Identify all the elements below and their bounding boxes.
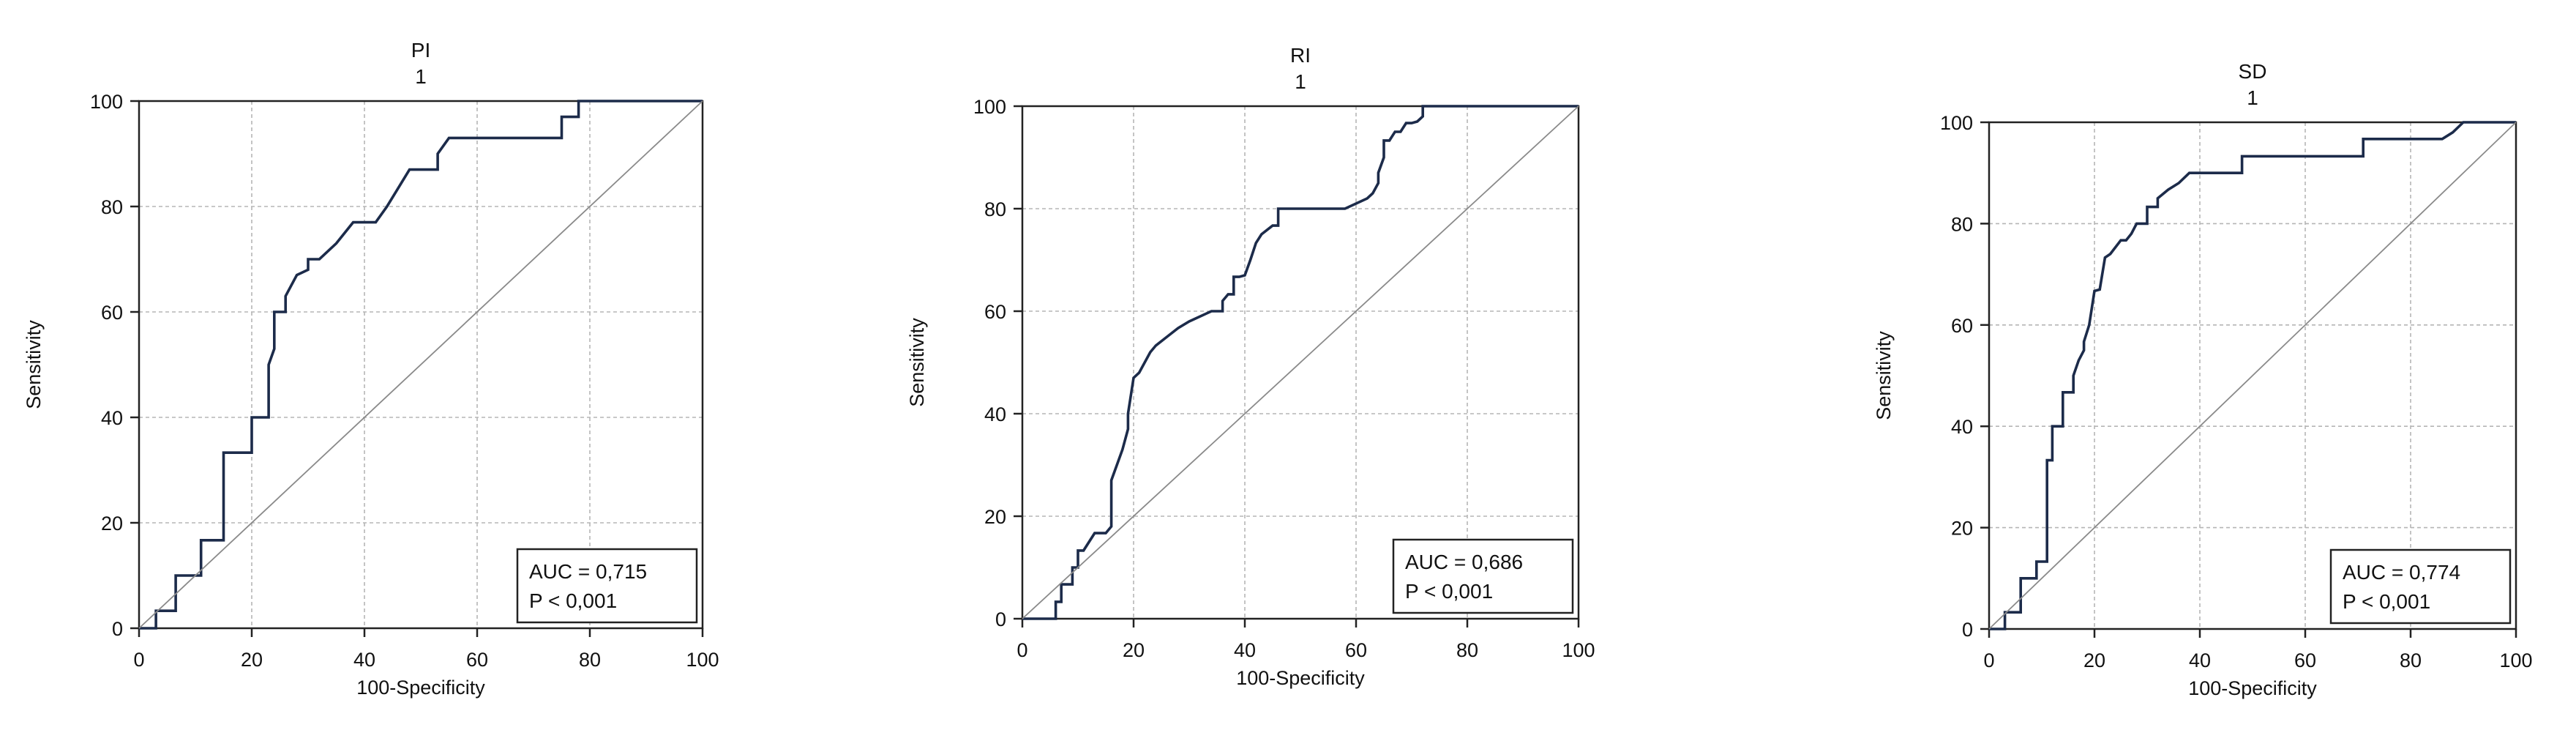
y-tick-label: 80: [101, 196, 123, 218]
auc-value-label: AUC = 0,686: [1405, 551, 1523, 573]
y-tick-label: 0: [112, 618, 123, 640]
roc-chart-ri: 0 20 40 60 80 100 0 20 40 60 80 100 RI 1 100-Specifici…: [906, 44, 1595, 689]
auc-annotation-box: [516, 548, 698, 624]
auc-annotation-box: [1392, 538, 1574, 614]
y-tick-label: 20: [101, 513, 123, 535]
y-tick-label: 40: [101, 407, 123, 429]
y-tick-label: 40: [984, 403, 1006, 425]
x-tick-label: 80: [579, 649, 601, 671]
x-axis-label: 100-Specificity: [2188, 677, 2317, 699]
x-tick-label: 40: [353, 649, 375, 671]
reference-diagonal-line: [1988, 122, 2517, 630]
y-axis-label: Sensitivity: [906, 318, 928, 407]
reference-diagonal-line: [138, 100, 703, 629]
plot-frame: [1988, 121, 2517, 630]
x-tick-label: 100: [2499, 649, 2532, 671]
x-tick-label: 0: [1016, 639, 1027, 661]
x-tick-label: 40: [2189, 649, 2211, 671]
auc-annotation-box: [2329, 548, 2512, 625]
reference-diagonal-line: [1022, 105, 1579, 619]
roc-curve-line: [139, 100, 703, 630]
x-tick-label: 40: [1234, 639, 1256, 661]
p-value-label: P < 0,001: [529, 589, 617, 612]
p-value-label: P < 0,001: [1405, 580, 1493, 603]
y-tick-label: 0: [1962, 619, 1973, 641]
roc-chart-pi: 0 20 40 60 80 100 0 20 40 60 80 100 PI 1 100-Specifici…: [23, 39, 719, 699]
y-axis-label: Sensitivity: [1873, 331, 1895, 420]
y-tick-label: 100: [973, 96, 1006, 118]
y-tick-label: 100: [1940, 112, 1973, 134]
plot-frame: [138, 100, 704, 630]
x-tick-label: 100: [686, 649, 719, 671]
auc-value-label: AUC = 0,774: [2343, 561, 2460, 584]
x-axis-label: 100-Specificity: [1236, 667, 1365, 689]
x-tick-label: 60: [1345, 639, 1367, 661]
y-tick-label: 20: [984, 506, 1006, 528]
x-tick-label: 0: [133, 649, 144, 671]
y-tick-label: 0: [995, 608, 1006, 630]
roc-chart-sd: 0 20 40 60 80 100 0 20 40 60 80 100 SD 1 100-Specifici…: [1873, 60, 2533, 699]
chart-subtitle: 1: [2247, 86, 2258, 109]
x-tick-label: 0: [1983, 649, 1994, 671]
chart-title: SD: [2239, 60, 2267, 83]
plot-frame: [1021, 105, 1580, 620]
auc-value-label: AUC = 0,715: [529, 560, 647, 583]
y-tick-label: 60: [1951, 315, 1973, 337]
y-tick-label: 60: [984, 301, 1006, 323]
y-tick-label: 60: [101, 302, 123, 324]
y-tick-label: 20: [1951, 518, 1973, 540]
x-tick-label: 60: [466, 649, 488, 671]
x-tick-label: 20: [1123, 639, 1145, 661]
y-tick-label: 80: [984, 198, 1006, 220]
y-axis-label: Sensitivity: [23, 320, 45, 409]
y-tick-label: 40: [1951, 416, 1973, 438]
chart-title: RI: [1290, 44, 1311, 67]
chart-subtitle: 1: [415, 65, 427, 88]
y-tick-label: 80: [1951, 213, 1973, 235]
x-tick-label: 80: [2400, 649, 2422, 671]
x-tick-label: 20: [2083, 649, 2105, 671]
x-tick-label: 20: [241, 649, 263, 671]
x-tick-label: 100: [1562, 639, 1595, 661]
x-tick-label: 80: [1456, 639, 1478, 661]
roc-curve-line: [1022, 105, 1579, 620]
y-tick-label: 100: [90, 91, 123, 113]
x-axis-label: 100-Specificity: [356, 677, 485, 699]
chart-subtitle: 1: [1295, 70, 1306, 93]
chart-title: PI: [411, 39, 430, 62]
roc-curve-line: [1989, 121, 2516, 630]
x-tick-label: 60: [2294, 649, 2316, 671]
p-value-label: P < 0,001: [2343, 590, 2430, 613]
